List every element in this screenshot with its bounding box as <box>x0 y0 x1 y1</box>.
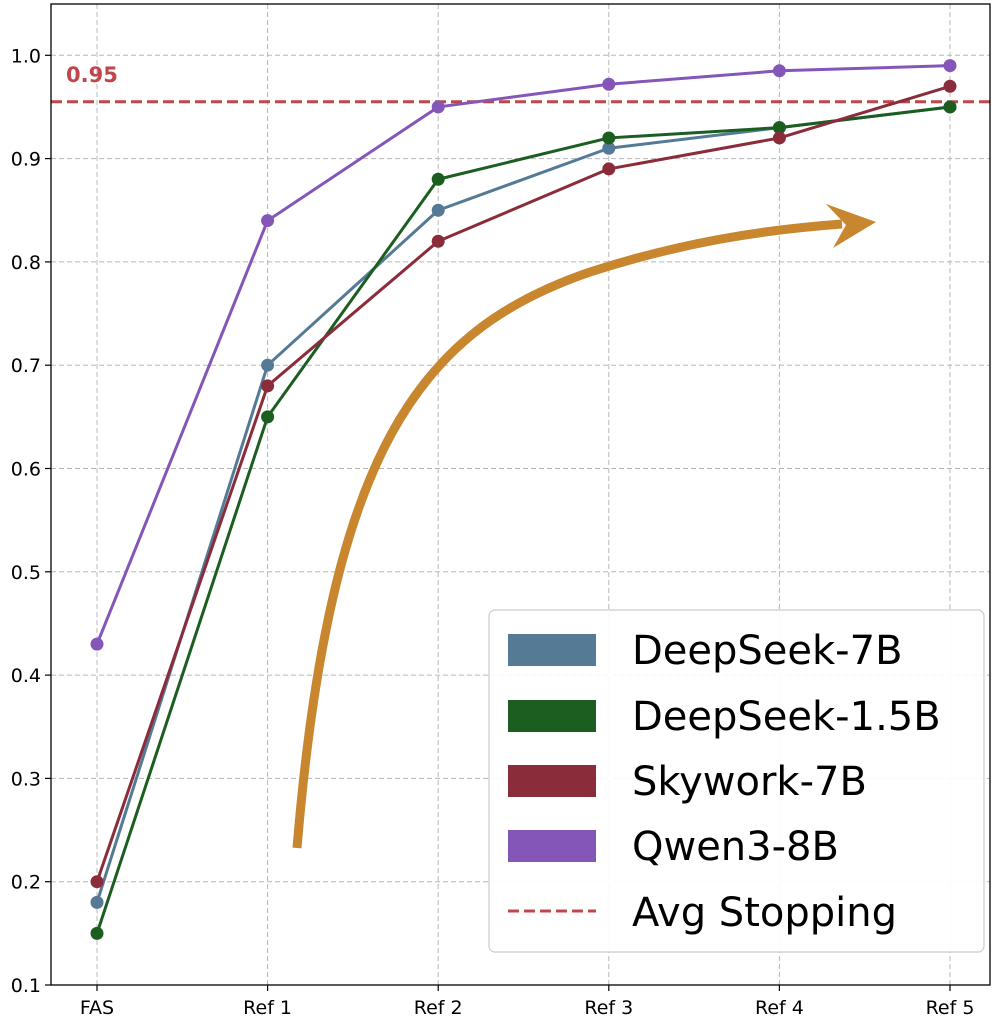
y-tick-label: 0.1 <box>11 975 41 997</box>
series-line-skywork-7b <box>95 84 951 883</box>
point-skywork-7b-ref-4 <box>772 131 786 145</box>
grid-lines <box>51 4 990 985</box>
trend-arrow <box>292 204 876 849</box>
legend-label-skywork-7b: Skywork-7B <box>632 759 867 805</box>
legend-label-deepseek-1-5b: DeepSeek-1.5B <box>632 694 941 740</box>
point-skywork-7b-ref-3 <box>602 162 616 176</box>
x-tick-label-ref-3: Ref 3 <box>584 997 633 1019</box>
point-deepseek-1-5b-ref-3 <box>602 131 616 145</box>
x-tick-label-fas: FAS <box>80 997 114 1019</box>
point-deepseek-7b-ref-2 <box>431 203 445 217</box>
legend-frame <box>488 609 985 953</box>
point-deepseek-7b-fas <box>90 895 104 909</box>
point-qwen3-8b-ref-2 <box>431 100 445 114</box>
point-deepseek-1-5b-ref-1 <box>261 410 275 424</box>
point-qwen3-8b-fas <box>90 637 104 651</box>
point-deepseek-1-5b-ref-5 <box>943 100 957 114</box>
point-deepseek-7b-ref-3 <box>602 141 616 155</box>
series-group <box>90 59 957 940</box>
y-tick-label: 0.4 <box>11 665 41 687</box>
legend-swatch-deepseek-7b <box>508 634 596 666</box>
point-skywork-7b-ref-2 <box>431 234 445 248</box>
reference-line-group: 0.95 <box>51 63 990 104</box>
x-tick-label-ref-2: Ref 2 <box>414 997 463 1019</box>
series-qwen3-8b <box>90 59 957 651</box>
point-skywork-7b-ref-1 <box>261 379 275 393</box>
legend-label-deepseek-7b: DeepSeek-7B <box>632 628 903 674</box>
axes: 0.1 0.2 0.3 0.4 0.5 0.6 0.7 0.8 0.9 1.0 FAS Ref 1 Re… <box>11 3 991 1019</box>
reference-line-label: 0.95 <box>66 63 118 87</box>
series-skywork-7b <box>90 79 957 889</box>
y-tick-label: 0.6 <box>11 459 41 481</box>
y-tick-label: 0.3 <box>11 768 41 790</box>
plot-frame <box>50 3 991 986</box>
y-tick-label: 0.7 <box>11 355 41 377</box>
y-tick-label: 0.9 <box>11 149 41 171</box>
point-deepseek-1-5b-ref-4 <box>772 121 786 135</box>
point-qwen3-8b-ref-5 <box>943 59 957 73</box>
point-qwen3-8b-ref-1 <box>261 214 275 228</box>
x-tick-label-ref-4: Ref 4 <box>755 997 804 1019</box>
y-tick-label: 1.0 <box>11 45 41 67</box>
trend-arrow-shaft <box>292 219 843 849</box>
point-skywork-7b-ref-5 <box>943 79 957 93</box>
series-line-qwen3-8b <box>95 64 951 645</box>
point-qwen3-8b-ref-4 <box>772 64 786 78</box>
point-deepseek-1-5b-ref-2 <box>431 172 445 186</box>
x-tick-label-ref-5: Ref 5 <box>926 997 975 1019</box>
point-deepseek-7b-ref-1 <box>261 358 275 372</box>
y-tick-label: 0.5 <box>11 562 41 584</box>
series-deepseek-1-5b <box>90 100 957 940</box>
point-qwen3-8b-ref-3 <box>602 77 616 91</box>
x-tick-label-ref-1: Ref 1 <box>243 997 292 1019</box>
legend-label-avg-stopping: Avg Stopping <box>632 890 897 936</box>
y-tick-label: 0.2 <box>11 872 41 894</box>
point-deepseek-1-5b-fas <box>90 926 104 940</box>
y-tick-label: 0.8 <box>11 252 41 274</box>
trend-arrow-head <box>826 204 876 248</box>
legend-swatch-deepseek-1-5b <box>508 700 596 732</box>
legend-swatch-qwen3-8b <box>508 830 596 862</box>
legend-swatch-skywork-7b <box>508 765 596 797</box>
series-line-deepseek-1-5b <box>95 105 951 934</box>
legend-label-qwen3-8b: Qwen3-8B <box>632 824 839 870</box>
point-skywork-7b-fas <box>90 875 104 889</box>
legend: DeepSeek-7B DeepSeek-1.5B Skywork-7B Qwe… <box>488 609 985 953</box>
